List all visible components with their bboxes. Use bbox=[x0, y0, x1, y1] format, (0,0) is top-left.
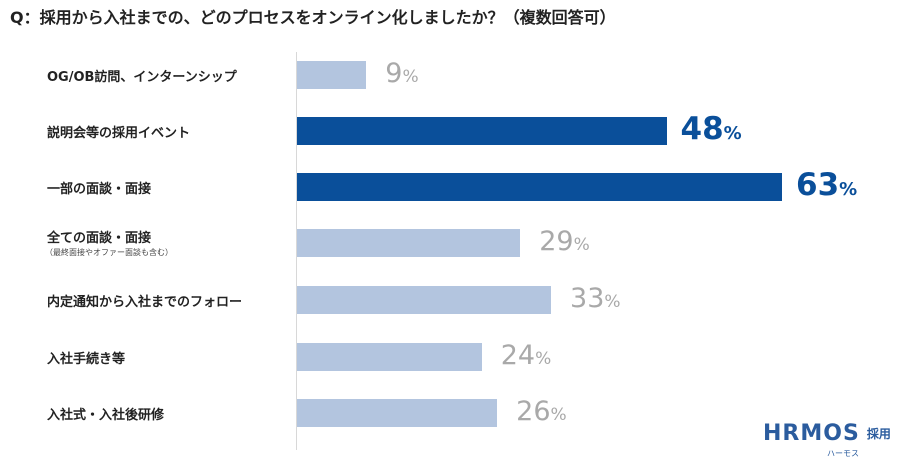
data-label-value: 63 bbox=[796, 167, 840, 203]
logo-kana: ハーモス bbox=[827, 449, 859, 458]
category-note: （最終面接やオファー面談も含む） bbox=[45, 248, 173, 257]
data-label: 9% bbox=[385, 60, 418, 87]
data-label-value: 26 bbox=[516, 396, 551, 427]
data-label: 63% bbox=[796, 170, 857, 201]
data-label: 24% bbox=[501, 342, 552, 369]
data-label-unit: % bbox=[573, 235, 590, 255]
data-label: 48% bbox=[681, 114, 742, 145]
bar bbox=[297, 173, 782, 201]
axis-line bbox=[296, 52, 297, 450]
bar bbox=[297, 286, 552, 314]
data-label-unit: % bbox=[604, 292, 621, 312]
data-label-unit: % bbox=[550, 405, 567, 425]
data-label: 26% bbox=[516, 398, 567, 425]
bar bbox=[297, 343, 482, 371]
logo-suffix: 採用 bbox=[866, 427, 891, 441]
category-label: 内定通知から入社までのフォロー bbox=[47, 295, 243, 310]
category-label: 入社手続き等 bbox=[47, 352, 126, 367]
data-label: 29% bbox=[539, 228, 590, 255]
brand-logo: HRMOS 採用 ハーモス bbox=[763, 421, 891, 458]
data-label-value: 29 bbox=[539, 226, 574, 257]
data-label-unit: % bbox=[839, 179, 858, 200]
category-label: OG/OB訪問、インターンシップ bbox=[47, 70, 237, 85]
data-label-value: 33 bbox=[570, 283, 605, 314]
category-label: 一部の面談・面接 bbox=[47, 182, 152, 197]
data-label-value: 24 bbox=[500, 340, 536, 371]
bar bbox=[297, 61, 367, 89]
logo-text: HRMOS bbox=[763, 421, 860, 446]
data-label-unit: % bbox=[535, 349, 552, 369]
bar bbox=[297, 117, 667, 145]
bar bbox=[297, 229, 521, 257]
data-label-unit: % bbox=[402, 67, 419, 87]
bar bbox=[297, 399, 498, 427]
category-label: 入社式・入社後研修 bbox=[47, 408, 165, 423]
category-label: 全ての面談・面接 bbox=[47, 231, 152, 246]
category-label: 説明会等の採用イベント bbox=[47, 126, 191, 141]
chart-title: Q：採用から入社までの、どのプロセスをオンライン化しましたか？（複数回答可） bbox=[10, 8, 616, 27]
data-label: 33% bbox=[570, 285, 621, 312]
data-label-value: 9 bbox=[385, 58, 403, 89]
data-label-value: 48 bbox=[680, 111, 724, 147]
data-label-unit: % bbox=[723, 123, 742, 144]
